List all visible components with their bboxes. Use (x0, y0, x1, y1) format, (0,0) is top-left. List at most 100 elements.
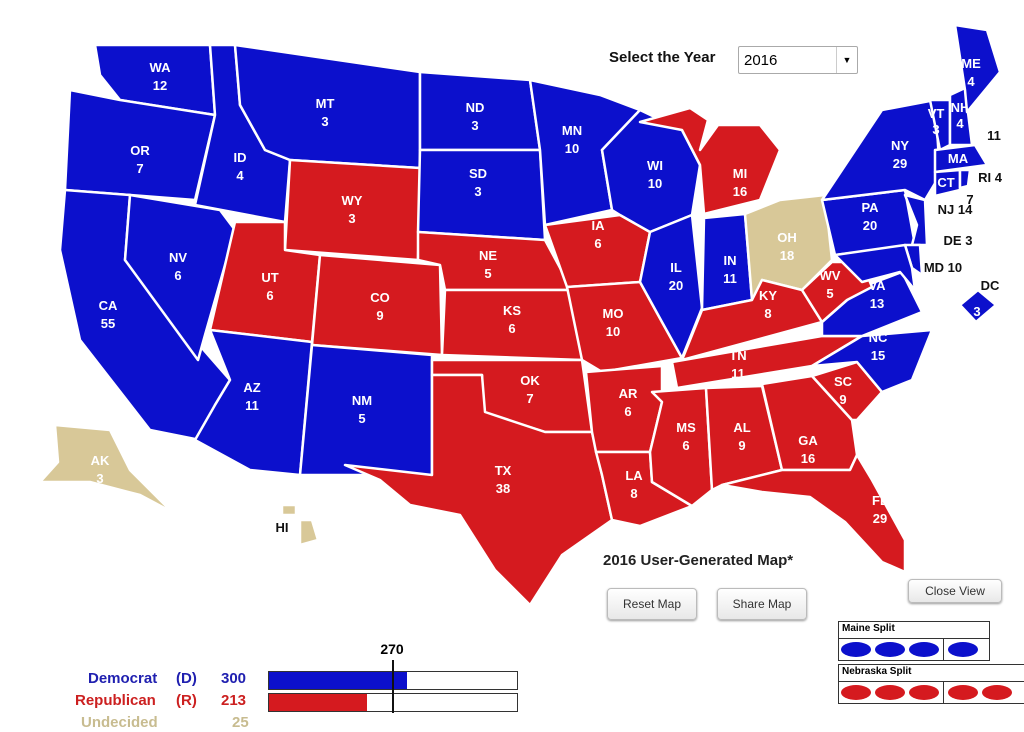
state-me[interactable] (953, 23, 1002, 114)
state-abbr-vt: VT (928, 106, 945, 121)
state-abbr-ms: MS (676, 420, 696, 435)
state-abbr-ca: CA (99, 298, 118, 313)
state-votes-ms: 6 (682, 438, 689, 453)
nebraska-split-label: Nebraska Split (839, 665, 1024, 682)
state-votes-ak: 3 (96, 471, 103, 486)
republican-label: Republican (75, 692, 156, 709)
district-vote-dot[interactable] (909, 685, 939, 700)
state-sc[interactable] (810, 360, 884, 422)
district-vote-dot[interactable] (948, 642, 978, 657)
maine-split-panel: Maine Split (838, 621, 990, 661)
state-label-hi: HI (276, 520, 289, 535)
state-ak[interactable] (38, 423, 174, 514)
state-votes-wa: 12 (153, 78, 167, 93)
state-wy[interactable] (283, 158, 422, 262)
year-select[interactable]: 2016 ▼ (738, 46, 858, 74)
state-abbr-wy: WY (342, 193, 363, 208)
state-votes-pa: 20 (863, 218, 877, 233)
republican-votes: 213 (221, 692, 247, 709)
year-select-value: 2016 (744, 52, 778, 69)
split-divider (943, 682, 944, 703)
state-votes-nd: 3 (471, 118, 478, 133)
state-votes-tx: 38 (496, 481, 510, 496)
district-vote-dot[interactable] (982, 685, 1012, 700)
nebraska-split-panel: Nebraska Split (838, 664, 1024, 704)
state-abbr-az: AZ (243, 380, 260, 395)
district-vote-dot[interactable] (948, 685, 978, 700)
state-abbr-wa: WA (150, 60, 172, 75)
district-vote-dot[interactable] (841, 642, 871, 657)
state-abbr-al: AL (733, 420, 750, 435)
state-hi[interactable] (298, 518, 320, 547)
state-votes-ky: 8 (764, 306, 771, 321)
state-votes-id: 4 (236, 168, 244, 183)
state-label-ri: RI 4 (978, 170, 1003, 185)
state-abbr-co: CO (370, 290, 390, 305)
state-votes-mn: 10 (565, 141, 579, 156)
state-tx[interactable] (343, 373, 614, 607)
state-dc[interactable] (958, 288, 998, 324)
state-votes-ks: 6 (508, 321, 515, 336)
state-abbr-ne: NE (479, 248, 497, 263)
state-votes-tn: 11 (731, 366, 745, 381)
state-votes-fl: 29 (873, 511, 887, 526)
state-abbr-tn: TN (729, 348, 746, 363)
close-view-button[interactable]: Close View (908, 579, 1002, 603)
state-votes-wi: 10 (648, 176, 662, 191)
state-abbr-sd: SD (469, 166, 487, 181)
state-abbr-fl: FL (872, 493, 888, 508)
state-ri[interactable] (958, 168, 972, 190)
state-votes-nh: 4 (956, 116, 964, 131)
threshold-line (392, 660, 394, 713)
state-votes-sc: 9 (839, 392, 846, 407)
state-md[interactable] (833, 243, 917, 292)
state-abbr-ga: GA (798, 433, 818, 448)
maine-split-label: Maine Split (839, 622, 989, 639)
state-abbr-ok: OK (520, 373, 540, 388)
state-abbr-me: ME (961, 56, 981, 71)
reset-map-button[interactable]: Reset Map (607, 588, 697, 620)
state-abbr-or: OR (130, 143, 150, 158)
state-abbr-in: IN (724, 253, 737, 268)
state-votes-az: 11 (245, 398, 259, 413)
state-abbr-pa: PA (861, 200, 879, 215)
dropdown-arrow-icon[interactable]: ▼ (836, 47, 857, 73)
state-nm[interactable] (298, 343, 434, 477)
state-mi[interactable] (638, 106, 782, 216)
state-votes-or: 7 (136, 161, 143, 176)
state-ma[interactable] (933, 143, 989, 174)
district-vote-dot[interactable] (909, 642, 939, 657)
state-abbr-il: IL (670, 260, 682, 275)
state-wv[interactable] (800, 260, 874, 324)
threshold-label: 270 (380, 641, 404, 657)
district-vote-dot[interactable] (875, 685, 905, 700)
democrat-bar-fill (269, 672, 408, 689)
state-abbr-va: VA (868, 278, 886, 293)
map-title: 2016 User-Generated Map* (603, 552, 794, 569)
state-votes-ar: 6 (624, 404, 631, 419)
state-votes-vt: 3 (932, 122, 939, 137)
state-co[interactable] (310, 253, 444, 357)
district-vote-dot[interactable] (875, 642, 905, 657)
state-hi[interactable] (280, 503, 298, 517)
state-votes-wv: 5 (826, 286, 833, 301)
state-votes-mt: 3 (321, 114, 328, 129)
state-abbr-ny: NY (891, 138, 909, 153)
state-votes-nv: 6 (174, 268, 181, 283)
state-votes-ia: 6 (594, 236, 601, 251)
state-ct[interactable] (933, 168, 962, 198)
state-votes-co: 9 (376, 308, 383, 323)
state-abbr-ak: AK (91, 453, 110, 468)
state-abbr-mi: MI (733, 166, 747, 181)
share-map-button[interactable]: Share Map (717, 588, 807, 620)
district-vote-dot[interactable] (841, 685, 871, 700)
undecided-votes: 25 (232, 714, 249, 731)
state-abbr-nd: ND (466, 100, 485, 115)
state-ny[interactable] (820, 98, 942, 202)
state-fl[interactable] (720, 453, 907, 574)
state-label-de: DE 3 (944, 233, 973, 248)
state-abbr-mn: MN (562, 123, 582, 138)
state-votes-al: 9 (738, 438, 745, 453)
state-votes-mi: 16 (733, 184, 747, 199)
